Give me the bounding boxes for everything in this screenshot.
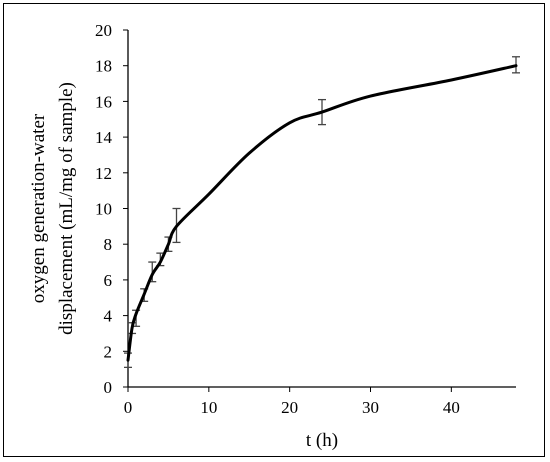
y-tick-label: 18 bbox=[95, 57, 112, 76]
y-tick-label: 2 bbox=[104, 342, 113, 361]
x-axis-title: t (h) bbox=[306, 430, 338, 451]
axes bbox=[123, 29, 516, 392]
y-tick-label: 10 bbox=[95, 200, 112, 219]
tick-labels: 0 2 4 6 8 10 12 14 16 18 20 0 10 20 30 40 bbox=[95, 21, 460, 417]
y-tick-label: 12 bbox=[95, 164, 112, 183]
error-bars bbox=[124, 56, 520, 369]
y-tick-label: 8 bbox=[104, 235, 113, 254]
y-tick-label: 14 bbox=[95, 128, 113, 147]
x-tick-label: 30 bbox=[362, 398, 379, 417]
y-axis-title: oxygen generation-water displacement (mL/… bbox=[28, 82, 77, 335]
x-tick-label: 0 bbox=[124, 398, 133, 417]
y-axis-title-line: oxygen generation-water bbox=[28, 113, 49, 303]
y-axis-title-line: displacement (mL/mg of sample) bbox=[56, 82, 77, 335]
x-tick-label: 20 bbox=[281, 398, 298, 417]
y-tick-label: 0 bbox=[104, 378, 113, 397]
y-tick-label: 20 bbox=[95, 21, 112, 40]
series-line bbox=[126, 64, 518, 362]
y-tick-label: 16 bbox=[95, 92, 112, 111]
x-tick-label: 40 bbox=[443, 398, 460, 417]
x-tick-label: 10 bbox=[200, 398, 217, 417]
y-tick-label: 6 bbox=[104, 271, 113, 290]
y-tick-label: 4 bbox=[104, 307, 113, 326]
